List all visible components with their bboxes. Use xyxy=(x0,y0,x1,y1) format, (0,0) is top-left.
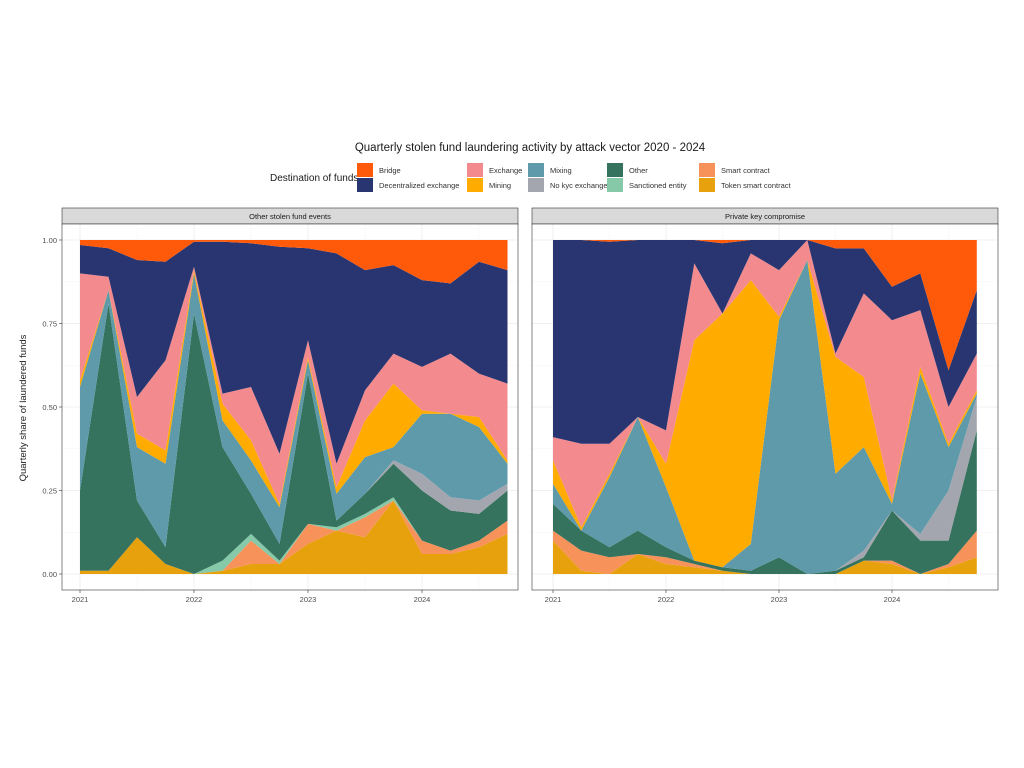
x-tick-label: 2021 xyxy=(72,595,89,604)
legend-label: Bridge xyxy=(379,166,401,175)
area-exchange xyxy=(553,240,977,528)
legend-swatch xyxy=(467,178,483,192)
facet-panel: Other stolen fund events 2021 2022 2023 2024… xyxy=(42,207,519,604)
legend-swatch xyxy=(467,163,483,177)
legend-label: Smart contract xyxy=(721,166,771,175)
legend-item: Mixing xyxy=(528,163,572,177)
area-mixing xyxy=(553,260,977,574)
area-other xyxy=(80,303,508,574)
x-tick-label: 2022 xyxy=(186,595,203,604)
legend-item: No kyc exchange xyxy=(528,178,608,192)
y-tick-label: 0.50 xyxy=(42,403,57,412)
legend-swatch xyxy=(528,178,544,192)
x-tick-label: 2024 xyxy=(884,595,901,604)
area-token-smart-contract xyxy=(80,500,508,574)
area-exchange xyxy=(80,266,508,504)
legend-swatch xyxy=(357,163,373,177)
y-tick-label: 0.00 xyxy=(42,570,57,579)
facet-panel: Private key compromise 2021 2022 2023 2024 xyxy=(531,207,999,604)
legend-item: Token smart contract xyxy=(699,178,792,192)
y-tick-label: 0.25 xyxy=(42,487,57,496)
legend-swatch xyxy=(699,163,715,177)
legend-label: Exchange xyxy=(489,166,522,175)
legend-item: Sanctioned entity xyxy=(607,178,687,192)
legend-swatch xyxy=(607,163,623,177)
facet-strip-label: Private key compromise xyxy=(725,212,805,221)
area-smart-contract xyxy=(553,530,977,574)
legend-label: Mixing xyxy=(550,166,572,175)
legend-swatch xyxy=(699,178,715,192)
legend-label: Other xyxy=(629,166,648,175)
y-tick-label: 1.00 xyxy=(42,236,57,245)
area-decentralized-exchange xyxy=(80,241,508,464)
legend-item: Mining xyxy=(467,178,511,192)
area-decentralized-exchange xyxy=(553,240,977,444)
legend-item: Other xyxy=(607,163,648,177)
area-other xyxy=(553,430,977,574)
legend-item: Smart contract xyxy=(699,163,771,177)
x-tick-label: 2023 xyxy=(771,595,788,604)
legend-swatch xyxy=(607,178,623,192)
legend-label: Sanctioned entity xyxy=(629,181,687,190)
area-mining xyxy=(553,260,977,568)
area-mixing xyxy=(80,273,508,548)
legend-label: Mining xyxy=(489,181,511,190)
y-tick-label: 0.75 xyxy=(42,320,57,329)
legend-item: Decentralized exchange xyxy=(357,178,459,192)
panels: Other stolen fund events 2021 2022 2023 2024… xyxy=(42,207,999,604)
x-tick-label: 2023 xyxy=(300,595,317,604)
chart-title: Quarterly stolen fund laundering activit… xyxy=(355,142,706,154)
facet-strip-label: Other stolen fund events xyxy=(249,212,331,221)
area-bridge xyxy=(80,240,508,284)
legend: Destination of funds Bridge Decentralized… xyxy=(270,163,792,192)
area-bridge xyxy=(553,240,977,371)
panel-border xyxy=(531,223,999,591)
x-tick-label: 2022 xyxy=(658,595,675,604)
legend-label: Decentralized exchange xyxy=(379,181,459,190)
x-tick-label: 2024 xyxy=(414,595,431,604)
area-token-smart-contract xyxy=(553,540,977,574)
legend-swatch xyxy=(357,178,373,192)
x-tick-label: 2021 xyxy=(545,595,562,604)
legend-title: Destination of funds xyxy=(270,173,358,184)
legend-label: Token smart contract xyxy=(721,181,792,190)
y-axis-label: Quarterly share of laundered funds xyxy=(18,334,29,481)
legend-item: Bridge xyxy=(357,163,401,177)
legend-label: No kyc exchange xyxy=(550,181,608,190)
legend-swatch xyxy=(528,163,544,177)
legend-item: Exchange xyxy=(467,163,522,177)
